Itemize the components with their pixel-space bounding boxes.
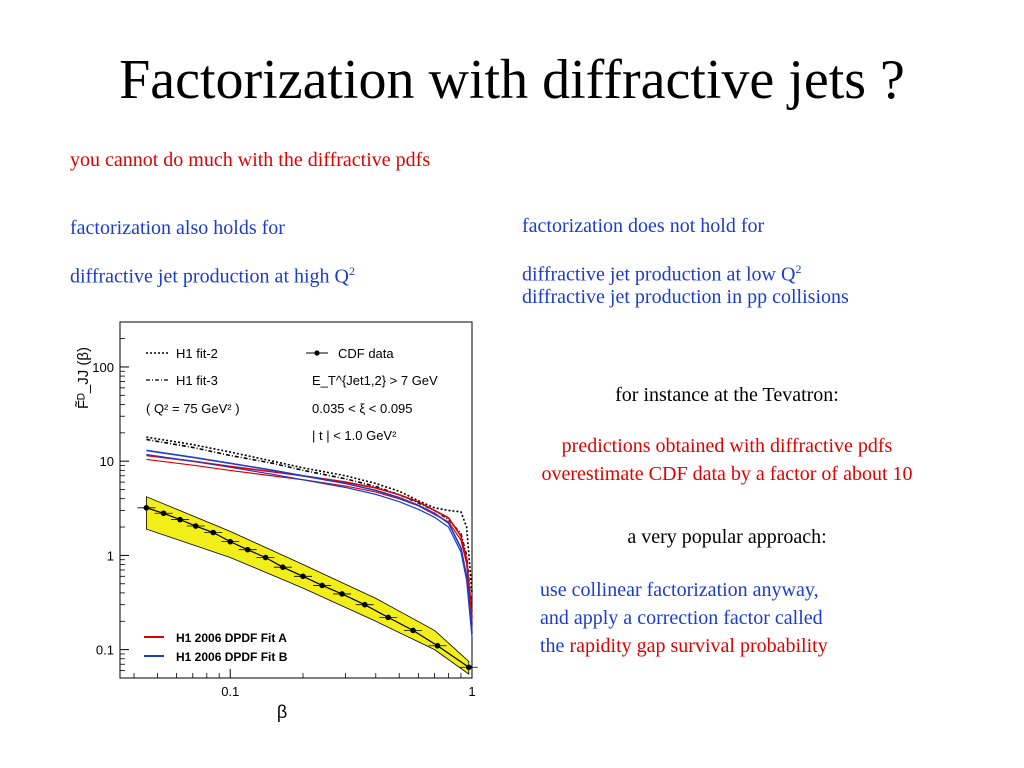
x-tick-label: 0.1 [221, 684, 239, 699]
prediction-line1: predictions obtained with diffractive pd… [561, 435, 893, 457]
intro-text: you cannot do much with the diffractive … [70, 149, 431, 171]
left-text-line1: factorization also holds for [70, 217, 285, 239]
cdf-data-point [210, 529, 216, 536]
cdf-data-point [192, 523, 199, 529]
y-axis-label: F̃ᴰ_JJ (β) [75, 347, 92, 409]
survival-probability-text: rapidity gap survival probability [569, 635, 828, 657]
use-line2: and apply a correction factor called [540, 607, 823, 629]
cdf-data-point [466, 664, 472, 671]
cdf-data-point [143, 505, 150, 511]
legend-et: E_T^{Jet1,2} > 7 GeV [312, 373, 438, 388]
cdf-data-point [410, 627, 416, 634]
cdf-data-point [319, 582, 325, 589]
use-line3-prefix: the [540, 635, 570, 657]
right-text-line2-main: diffractive jet production at low Q [522, 263, 796, 286]
legend-fitB: H1 2006 DPDF Fit B [176, 650, 288, 664]
y-tick-label: 0.1 [96, 643, 114, 658]
legend-swatch-cdf-marker [314, 350, 320, 356]
series-h1-2006-dpdf-fit-b-variant [146, 453, 473, 638]
use-line3: the rapidity gap survival probability [540, 634, 828, 658]
series-group [137, 436, 478, 671]
left-text-line2-main: diffractive jet production at high Q [70, 265, 349, 288]
prediction-line2: overestimate CDF data by a factor of abo… [541, 463, 913, 485]
uncertainty-band [145, 496, 470, 675]
superscript: 2 [349, 264, 355, 278]
legend-group: H1 fit-2 H1 fit-3 ( Q² = 75 GeV² ) CDF d… [144, 346, 438, 664]
cdf-data-point [262, 554, 269, 561]
chart-svg: 0.1 1 10 100 0.1 1 H1 fit-2 H1 fit-3 ( Q² = 7… [75, 321, 478, 722]
series-h1-2006-dpdf-fit-a-variant [146, 458, 473, 622]
superscript: 2 [795, 262, 802, 276]
cdf-data-point [227, 538, 234, 545]
tevatron-text: for instance at the Tevatron: [615, 384, 839, 406]
band-group [145, 496, 470, 675]
legend-q2: ( Q² = 75 GeV² ) [146, 401, 240, 416]
x-axis-label: β [277, 702, 287, 722]
y-tick-label: 10 [100, 454, 114, 469]
right-text-line1: factorization does not hold for [522, 215, 765, 237]
slide-title: Factorization with diffractive jets ? [119, 49, 905, 111]
x-tick-label: 1 [468, 684, 475, 699]
cdf-data-point [300, 573, 306, 580]
legend-xi: 0.035 < ξ < 0.095 [312, 401, 413, 416]
legend-h1-fit3: H1 fit-3 [176, 373, 218, 388]
diffractive-jets-plot: 0.1 1 10 100 0.1 1 H1 fit-2 H1 fit-3 ( Q² = 7… [72, 318, 482, 728]
cdf-data-point [177, 516, 183, 523]
cdf-data-point [361, 601, 368, 608]
legend-cdf: CDF data [338, 346, 394, 361]
popular-text: a very popular approach: [627, 526, 827, 548]
right-text-line3: diffractive jet production in pp collisi… [522, 286, 849, 308]
cdf-data-point [280, 564, 286, 570]
use-line1: use collinear factorization anyway, [540, 579, 819, 601]
legend-t: | t | < 1.0 GeV² [312, 428, 397, 443]
y-tick-label: 1 [107, 548, 114, 563]
series-h1-2006-dpdf-fit-a [146, 454, 473, 618]
right-text-line2: diffractive jet production at low Q2 [522, 257, 801, 287]
cdf-data-point [244, 546, 251, 553]
series-h1-fit-2 [146, 436, 473, 593]
cdf-data-point [339, 591, 345, 597]
axes-group: 0.1 1 10 100 0.1 1 [92, 321, 476, 699]
legend-fitA: H1 2006 DPDF Fit A [176, 631, 287, 645]
legend-h1-fit2: H1 fit-2 [176, 346, 218, 361]
y-tick-label: 100 [92, 360, 114, 375]
cdf-data-point [160, 510, 167, 517]
cdf-data-point [434, 642, 441, 649]
series-h1-2006-dpdf-fit-b [146, 449, 473, 634]
cdf-data-point [385, 614, 391, 621]
left-text-line2: diffractive jet production at high Q2 [70, 259, 355, 289]
